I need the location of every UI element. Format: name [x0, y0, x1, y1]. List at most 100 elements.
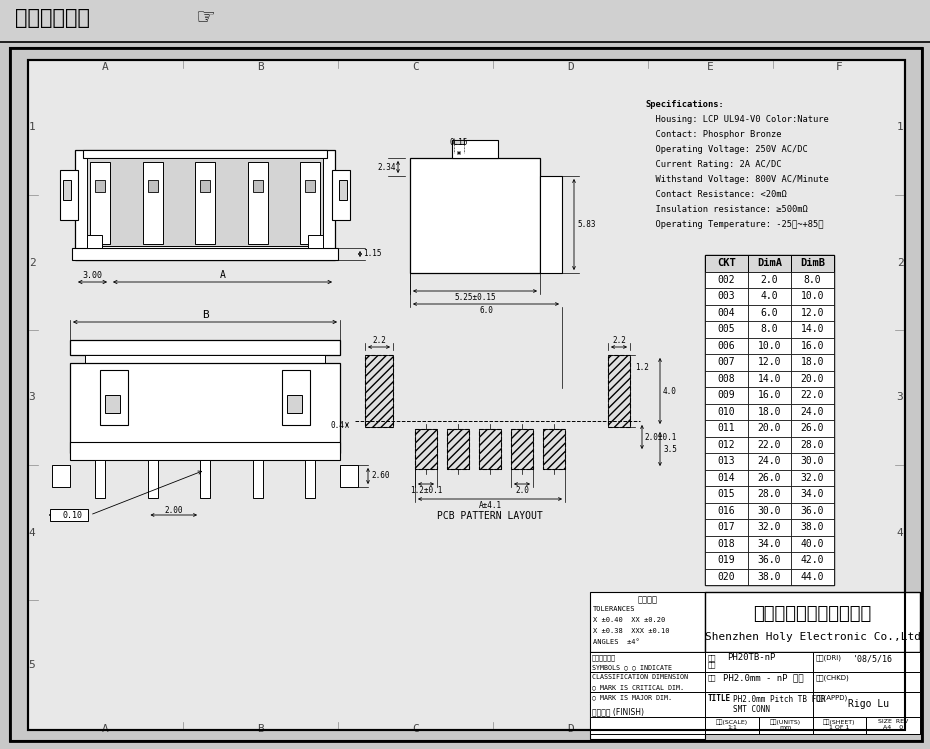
Bar — [705, 437, 748, 453]
Bar — [705, 672, 813, 692]
Text: C: C — [412, 62, 418, 72]
Text: 工程
图号: 工程 图号 — [708, 654, 716, 668]
Text: 26.0: 26.0 — [758, 473, 781, 483]
Text: Current Rating: 2A AC/DC: Current Rating: 2A AC/DC — [645, 160, 781, 169]
Bar — [447, 429, 469, 469]
Text: X ±0.40  XX ±0.20: X ±0.40 XX ±0.20 — [593, 617, 665, 623]
Bar — [142, 162, 163, 244]
Bar — [705, 255, 834, 585]
Text: Insulation resistance: ≥500mΩ: Insulation resistance: ≥500mΩ — [645, 205, 808, 214]
Text: PCB PATTERN LAYOUT: PCB PATTERN LAYOUT — [437, 511, 543, 521]
Bar — [100, 370, 128, 425]
Bar — [50, 509, 88, 521]
Text: 1.15: 1.15 — [363, 249, 381, 258]
Bar — [791, 305, 834, 321]
Text: 4.0: 4.0 — [761, 291, 778, 301]
Bar — [105, 395, 120, 413]
Text: 010: 010 — [718, 407, 736, 416]
Bar — [200, 180, 210, 192]
Bar — [90, 162, 110, 244]
Bar — [791, 470, 834, 486]
Text: SIZE  REV
A4    0: SIZE REV A4 0 — [878, 719, 909, 730]
Text: 012: 012 — [718, 440, 736, 449]
Text: 28.0: 28.0 — [801, 440, 824, 449]
Bar — [705, 420, 748, 437]
Bar — [791, 486, 834, 503]
Bar — [813, 652, 920, 672]
Bar — [791, 552, 834, 568]
Text: 22.0: 22.0 — [801, 390, 824, 400]
Text: 20.0: 20.0 — [801, 374, 824, 383]
Text: PH20TB-nP: PH20TB-nP — [727, 653, 776, 663]
Bar — [748, 453, 791, 470]
Bar — [705, 536, 748, 552]
Bar — [705, 717, 759, 734]
Bar — [415, 429, 437, 469]
Bar — [791, 338, 834, 354]
Text: 深圳市宏利电子有限公司: 深圳市宏利电子有限公司 — [753, 605, 871, 623]
Text: C: C — [412, 724, 418, 734]
Text: A: A — [102, 724, 109, 734]
Bar — [791, 271, 834, 288]
Bar — [28, 60, 905, 730]
Text: 38.0: 38.0 — [801, 522, 824, 533]
Bar — [452, 140, 498, 158]
Text: 1.2: 1.2 — [635, 363, 649, 372]
Text: 4.0: 4.0 — [663, 386, 677, 395]
Text: 单位(UNITS)
mm: 单位(UNITS) mm — [770, 719, 801, 730]
Bar — [608, 355, 630, 427]
Bar — [75, 150, 335, 260]
Text: 017: 017 — [718, 522, 736, 533]
Text: 5: 5 — [897, 660, 903, 670]
Text: 2.0: 2.0 — [515, 486, 529, 495]
Bar — [287, 395, 302, 413]
Bar — [608, 355, 630, 427]
Bar — [253, 180, 262, 192]
Bar — [791, 255, 834, 271]
Bar — [791, 437, 834, 453]
Bar — [705, 288, 748, 305]
Text: ○ MARK IS CRITICAL DIM.: ○ MARK IS CRITICAL DIM. — [592, 684, 684, 690]
Text: Housing: LCP UL94-V0 Color:Nature: Housing: LCP UL94-V0 Color:Nature — [645, 115, 829, 124]
Bar — [87, 158, 323, 246]
Text: 005: 005 — [718, 324, 736, 334]
Text: 2: 2 — [897, 258, 903, 267]
Text: 表面处理 (FINISH): 表面处理 (FINISH) — [592, 707, 644, 716]
Text: TOLERANCES: TOLERANCES — [593, 606, 635, 612]
Text: 8.0: 8.0 — [761, 324, 778, 334]
Text: 3.00: 3.00 — [82, 271, 102, 280]
Bar — [0, 0, 930, 42]
Text: 1: 1 — [897, 123, 903, 133]
Text: F: F — [836, 62, 843, 72]
Text: 42.0: 42.0 — [801, 555, 824, 565]
Text: 4: 4 — [897, 527, 903, 538]
Bar — [748, 404, 791, 420]
Text: 1.2±0.1: 1.2±0.1 — [410, 486, 442, 495]
Bar — [70, 363, 340, 453]
Text: '08/5/16: '08/5/16 — [853, 654, 893, 663]
Bar — [332, 170, 350, 220]
Bar — [70, 340, 340, 355]
Text: 2: 2 — [29, 258, 35, 267]
Bar — [813, 717, 866, 734]
Text: 007: 007 — [718, 357, 736, 367]
Bar — [748, 552, 791, 568]
Bar — [148, 180, 157, 192]
Bar — [748, 387, 791, 404]
Text: 44.0: 44.0 — [801, 571, 824, 582]
Text: 5: 5 — [29, 660, 35, 670]
Bar — [705, 305, 748, 321]
Bar — [705, 470, 748, 486]
Text: 2.00: 2.00 — [165, 506, 183, 515]
Bar — [365, 355, 393, 427]
Bar — [340, 465, 358, 487]
Text: B: B — [257, 724, 264, 734]
Bar — [748, 354, 791, 371]
Text: 12.0: 12.0 — [758, 357, 781, 367]
Bar — [791, 503, 834, 519]
Bar — [705, 592, 920, 652]
Bar — [748, 503, 791, 519]
Text: 一般公差: 一般公差 — [637, 595, 658, 604]
Bar — [791, 404, 834, 420]
Text: 008: 008 — [718, 374, 736, 383]
